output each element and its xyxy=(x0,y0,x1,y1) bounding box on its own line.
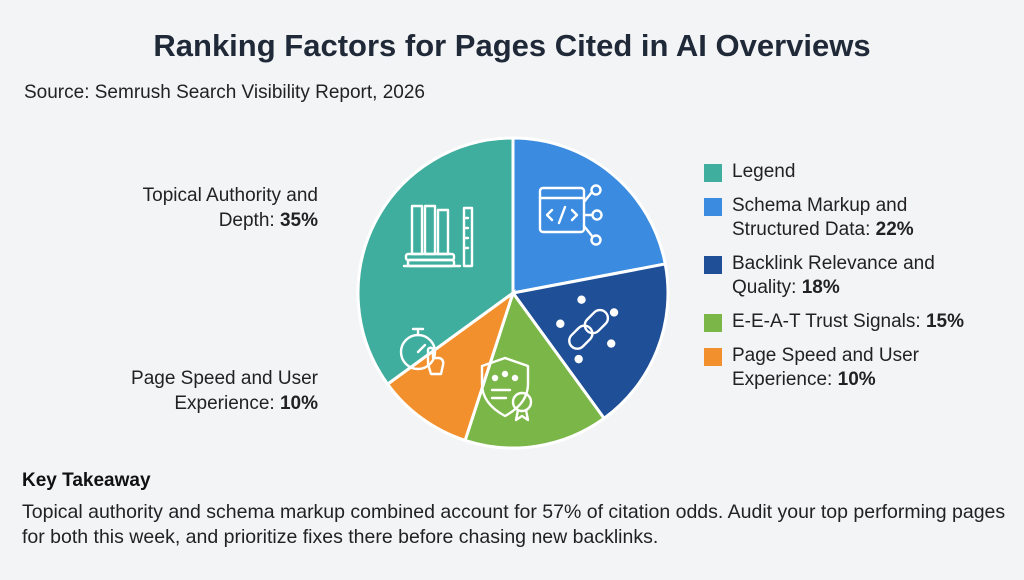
pie-slice-e-e-a-t-trust-signals xyxy=(463,289,607,450)
legend-item-backlink: Backlink Relevance and Quality: 18% xyxy=(704,252,1014,300)
stopwatch-pointer-icon xyxy=(399,327,445,376)
callout-pct: 35% xyxy=(279,210,318,231)
legend-pct: 15% xyxy=(925,311,964,332)
legend-item-page-speed: Page Speed and User Experience: 10% xyxy=(704,344,1014,392)
legend: Legend Schema Markup and Structured Data… xyxy=(704,160,1014,402)
legend-line1: E-E-A-T Trust Signals: xyxy=(732,311,926,332)
callout-line1: Topical Authority and xyxy=(142,185,318,206)
legend-heading-label: Legend xyxy=(732,161,796,182)
legend-pct: 18% xyxy=(801,277,840,298)
callout-pct: 10% xyxy=(279,393,318,414)
legend-item-eeat: E-E-A-T Trust Signals: 15% xyxy=(704,310,1014,334)
legend-pct: 10% xyxy=(837,369,876,390)
callout-line2: Experience: xyxy=(174,393,280,414)
legend-line2: Structured Data: xyxy=(732,219,876,240)
legend-line1: Backlink Relevance and xyxy=(732,253,935,274)
legend-swatch xyxy=(704,256,722,274)
shield-stars-badge-icon xyxy=(480,356,533,422)
callout-page-speed: Page Speed and User Experience: 10% xyxy=(58,366,318,416)
chain-link-stars-icon xyxy=(556,295,619,364)
legend-swatch xyxy=(704,164,722,182)
takeaway-heading: Key Takeaway xyxy=(22,470,151,491)
legend-swatch xyxy=(704,348,722,366)
legend-line1: Page Speed and User xyxy=(732,345,919,366)
chart-title: Ranking Factors for Pages Cited in AI Ov… xyxy=(153,28,871,63)
legend-line2: Experience: xyxy=(732,369,838,390)
pie-chart xyxy=(356,136,670,450)
callout-line2: Depth: xyxy=(218,210,280,231)
code-window-icon xyxy=(538,184,603,246)
chart-subtitle: Source: Semrush Search Visibility Report… xyxy=(24,82,425,103)
pie-slice-backlink-relevance-and-quality xyxy=(510,262,670,421)
callout-line1: Page Speed and User xyxy=(131,368,318,389)
legend-swatch xyxy=(704,198,722,216)
takeaway-body: Topical authority and schema markup comb… xyxy=(22,501,1006,548)
books-ruler-icon xyxy=(402,204,474,268)
pie-slice-page-speed-and-user-experience xyxy=(385,289,516,443)
legend-line1: Schema Markup and xyxy=(732,195,908,216)
legend-line2: Quality: xyxy=(732,277,802,298)
callout-topical-authority: Topical Authority and Depth: 35% xyxy=(58,183,318,233)
legend-heading: Legend xyxy=(704,160,1014,184)
legend-pct: 22% xyxy=(875,219,914,240)
legend-swatch xyxy=(704,314,722,332)
legend-item-schema: Schema Markup and Structured Data: 22% xyxy=(704,194,1014,242)
